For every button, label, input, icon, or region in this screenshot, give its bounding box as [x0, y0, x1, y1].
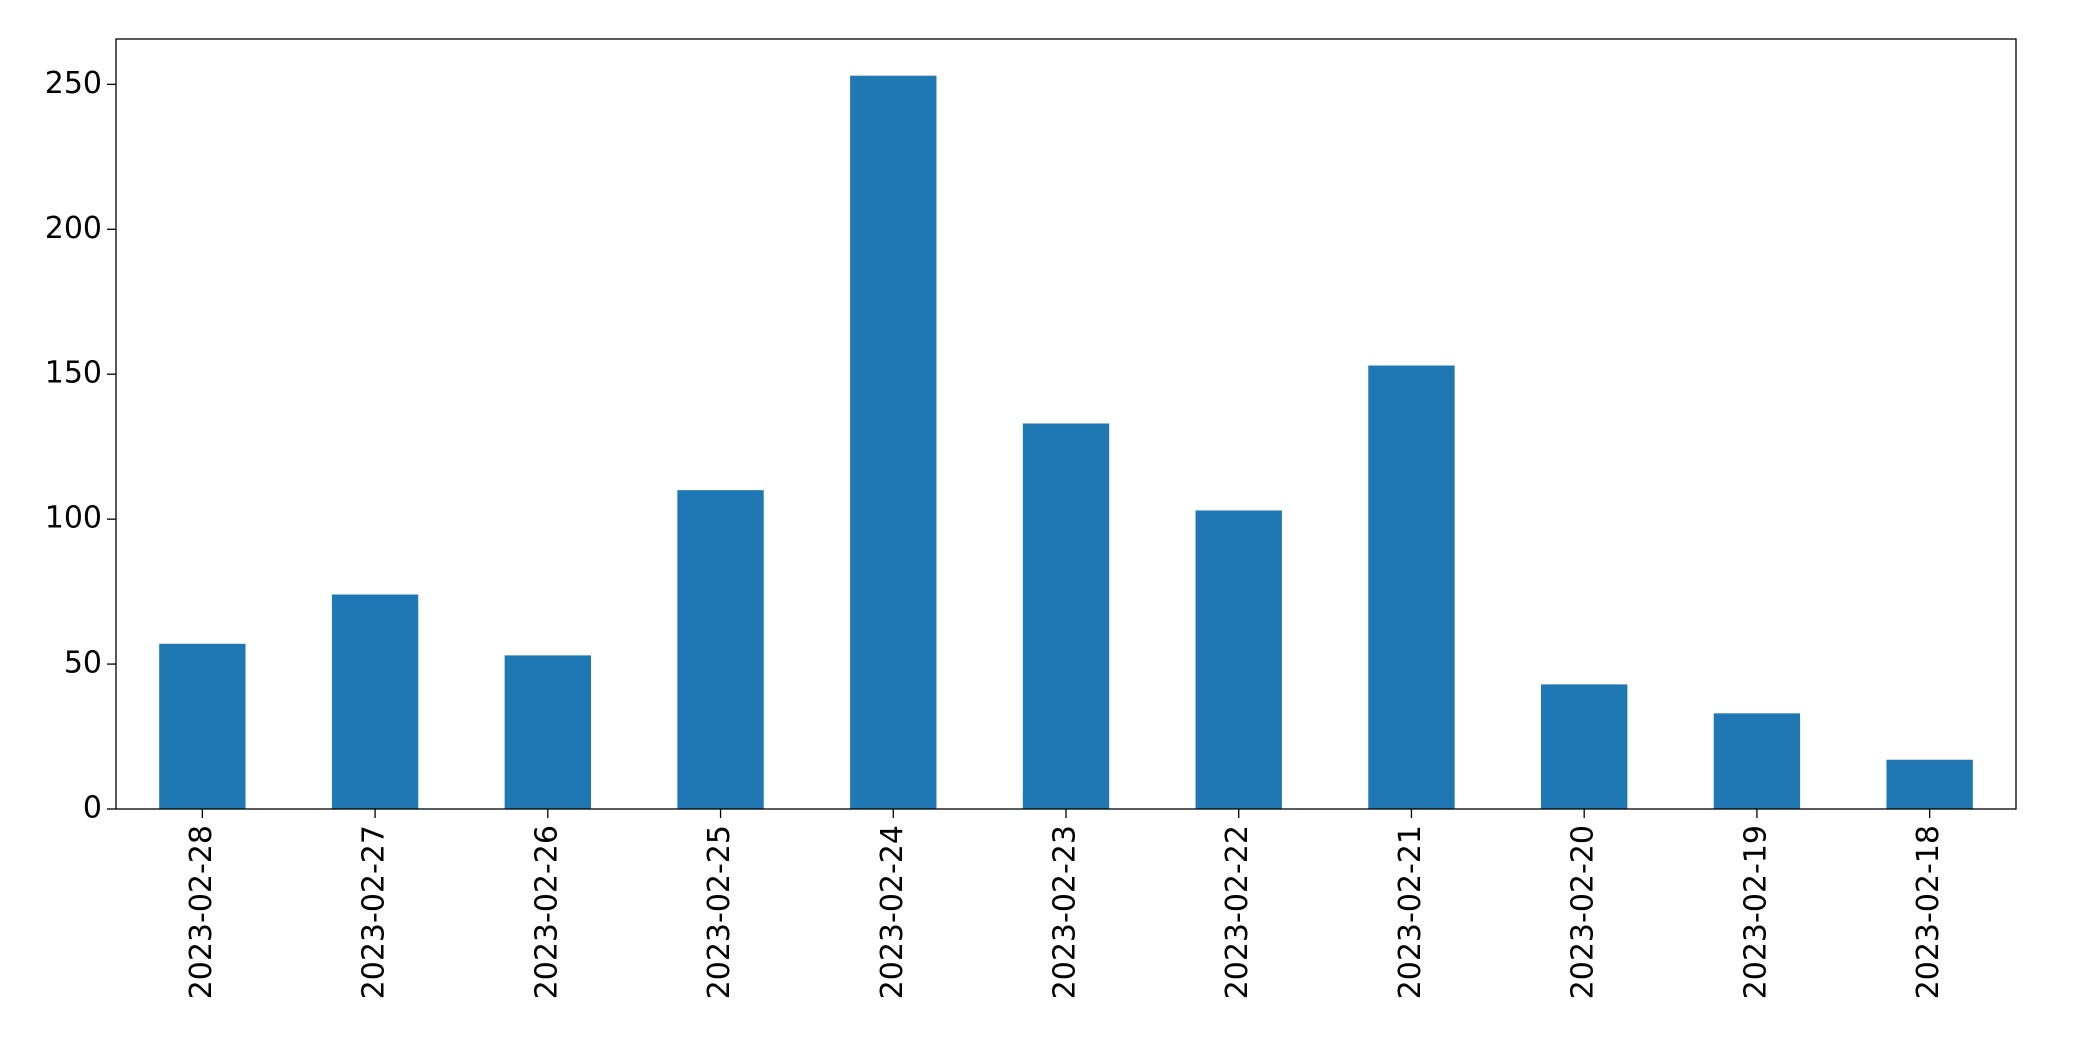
bar — [1886, 759, 1973, 809]
bar — [1713, 713, 1801, 809]
y-tick-label: 150 — [45, 356, 102, 391]
y-tick-label: 0 — [83, 791, 102, 826]
y-tick-label: 100 — [45, 501, 102, 536]
bar — [677, 490, 764, 809]
y-tick-label: 50 — [64, 646, 102, 681]
x-tick-label: 2023-02-20 — [1566, 825, 1601, 999]
x-tick-label: 2023-02-21 — [1393, 825, 1428, 999]
bar — [159, 643, 246, 809]
x-tick-label: 2023-02-27 — [357, 825, 392, 999]
x-tick-label: 2023-02-25 — [702, 825, 737, 999]
bar — [1368, 365, 1455, 809]
x-tick-label: 2023-02-26 — [529, 825, 564, 999]
bar — [1195, 510, 1282, 809]
y-tick-label: 250 — [45, 66, 102, 101]
x-tick-label: 2023-02-24 — [875, 825, 910, 999]
plot-frame — [115, 38, 2017, 810]
bar — [1022, 423, 1110, 809]
bar — [331, 594, 419, 809]
x-tick-label: 2023-02-28 — [184, 825, 219, 999]
bar — [850, 75, 937, 809]
x-tick-label: 2023-02-22 — [1220, 825, 1255, 999]
bar — [1541, 684, 1628, 809]
x-tick-label: 2023-02-18 — [1911, 825, 1946, 999]
y-tick-label: 200 — [45, 211, 102, 246]
x-tick-label: 2023-02-19 — [1738, 825, 1773, 999]
bar — [504, 655, 591, 809]
x-tick-label: 2023-02-23 — [1048, 825, 1083, 999]
